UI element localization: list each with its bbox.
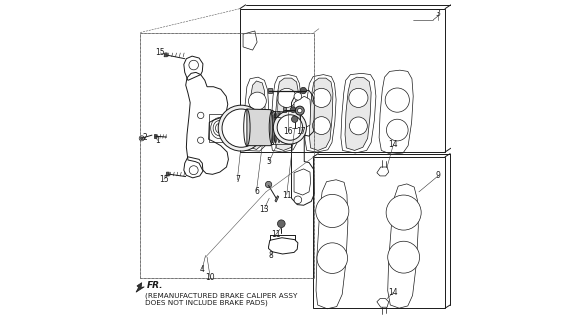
Polygon shape [248, 81, 265, 149]
Circle shape [222, 109, 260, 147]
Circle shape [250, 120, 265, 136]
Text: 3: 3 [436, 9, 441, 18]
Circle shape [386, 195, 421, 230]
Circle shape [189, 166, 198, 175]
Text: 15: 15 [159, 175, 169, 184]
Circle shape [387, 119, 408, 141]
Circle shape [265, 181, 272, 188]
Circle shape [248, 92, 266, 110]
Text: 16: 16 [283, 127, 293, 136]
Circle shape [278, 117, 296, 134]
Text: 6: 6 [254, 188, 259, 196]
Circle shape [198, 112, 204, 119]
Text: 1: 1 [155, 136, 160, 145]
Polygon shape [166, 172, 169, 176]
Polygon shape [310, 78, 333, 150]
Polygon shape [247, 109, 272, 146]
Text: 10: 10 [205, 273, 215, 282]
Circle shape [290, 107, 296, 113]
Circle shape [292, 116, 298, 123]
Circle shape [388, 241, 420, 273]
Circle shape [349, 117, 367, 135]
Text: 12: 12 [272, 111, 282, 120]
Circle shape [198, 137, 204, 143]
Circle shape [141, 137, 143, 140]
Polygon shape [283, 108, 286, 112]
Polygon shape [136, 283, 145, 292]
Text: 14: 14 [389, 288, 398, 297]
Circle shape [277, 88, 296, 108]
Polygon shape [164, 53, 167, 57]
Circle shape [218, 105, 264, 151]
Circle shape [189, 60, 198, 70]
Polygon shape [154, 134, 156, 138]
Text: 8: 8 [268, 251, 273, 260]
Circle shape [385, 88, 409, 112]
Polygon shape [294, 96, 311, 129]
Circle shape [278, 220, 285, 228]
Circle shape [273, 111, 307, 144]
Polygon shape [275, 196, 279, 202]
Polygon shape [294, 169, 311, 195]
Text: DOES NOT INCLUDE BRAKE PADS): DOES NOT INCLUDE BRAKE PADS) [145, 300, 268, 306]
Text: 17: 17 [296, 127, 306, 136]
Circle shape [294, 196, 301, 204]
Polygon shape [275, 78, 298, 150]
Text: 7: 7 [235, 175, 240, 184]
Text: 11: 11 [271, 230, 280, 239]
Circle shape [296, 106, 304, 115]
Polygon shape [345, 77, 371, 150]
Circle shape [349, 88, 368, 108]
Text: 14: 14 [389, 140, 398, 148]
Text: 9: 9 [436, 172, 441, 180]
Circle shape [297, 108, 302, 113]
Circle shape [139, 136, 145, 141]
Text: 11: 11 [282, 190, 292, 200]
Text: 4: 4 [200, 265, 205, 275]
Text: (REMANUFACTURED BRAKE CALIPER ASSY: (REMANUFACTURED BRAKE CALIPER ASSY [145, 292, 297, 299]
Circle shape [300, 87, 307, 94]
Circle shape [312, 117, 331, 134]
Text: 2: 2 [143, 133, 147, 142]
Circle shape [312, 88, 331, 108]
Text: 13: 13 [259, 205, 269, 214]
Circle shape [277, 115, 303, 140]
Polygon shape [268, 88, 272, 93]
Circle shape [294, 92, 301, 100]
Circle shape [316, 195, 349, 228]
Circle shape [317, 243, 347, 273]
Text: 15: 15 [156, 48, 165, 58]
Text: 5: 5 [267, 157, 272, 166]
Text: FR.: FR. [146, 281, 163, 290]
